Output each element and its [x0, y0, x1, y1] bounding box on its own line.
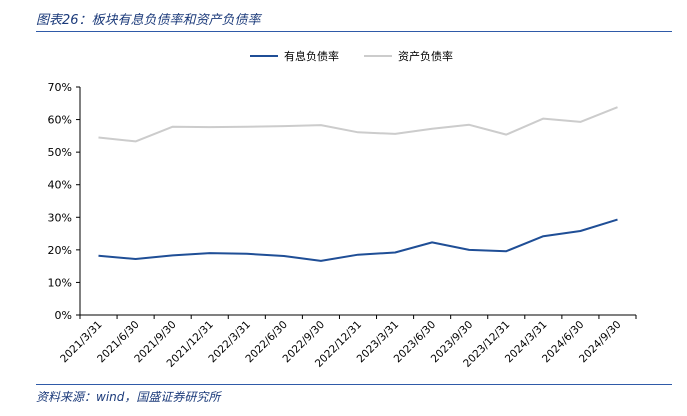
chart-legend: 有息负债率 资产负债率	[250, 49, 453, 63]
source-note: 资料来源：wind，国盛证券研究所	[36, 390, 221, 404]
x-axis: 2021/3/312021/6/302021/9/302021/12/31202…	[58, 314, 637, 370]
figure-title: 图表26：板块有息负债率和资产负债率	[36, 13, 261, 28]
plot-area	[98, 106, 618, 262]
y-axis: 0% 10% 20% 30% 40% 50% 60% 70%	[48, 81, 81, 322]
y-tick-label: 40%	[48, 179, 72, 192]
series-points-1	[98, 107, 618, 142]
y-tick-label: 30%	[48, 211, 72, 224]
y-tick-label: 70%	[48, 81, 72, 94]
series-line-1	[98, 106, 618, 143]
line-chart: 有息负债率 资产负债率 0% 10% 20% 30% 40% 50% 60% 70% 2021/…	[48, 49, 637, 370]
series-points-0	[98, 219, 618, 262]
source-rule	[36, 384, 672, 385]
legend-label-0: 有息负债率	[284, 49, 339, 63]
legend-label-1: 资产负债率	[398, 49, 453, 63]
y-tick-label: 20%	[48, 244, 72, 257]
title-rule	[36, 31, 672, 32]
y-tick-label: 60%	[48, 114, 72, 127]
y-tick-label: 50%	[48, 146, 72, 159]
y-tick-label: 0%	[55, 309, 72, 322]
y-tick-label: 10%	[48, 276, 72, 289]
